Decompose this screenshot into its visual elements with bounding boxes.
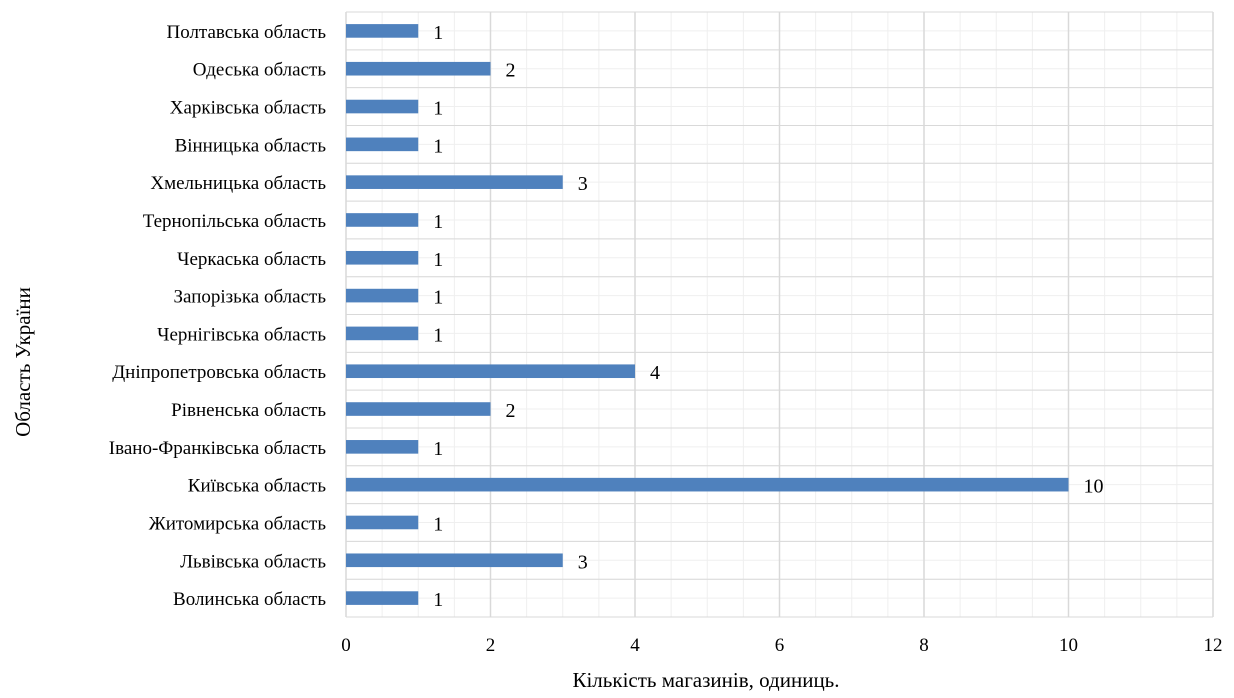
- bar: [346, 364, 635, 379]
- category-label: Чернігівська область: [157, 324, 326, 345]
- category-label: Черкаська область: [177, 249, 326, 270]
- data-label: 1: [433, 135, 443, 157]
- data-label: 2: [506, 400, 516, 422]
- category-label: Дніпропетровська область: [112, 362, 326, 383]
- data-label: 2: [506, 60, 516, 82]
- category-label: Волинська область: [173, 589, 326, 610]
- bar: [346, 477, 1069, 492]
- x-tick-label: 0: [341, 635, 351, 656]
- category-label: Рівненська область: [171, 400, 326, 421]
- bar: [346, 515, 419, 530]
- category-labels: Полтавська область Одеська область Харківс…: [109, 22, 327, 610]
- data-label: 4: [650, 362, 660, 384]
- data-label: 1: [433, 589, 443, 611]
- data-label: 3: [578, 173, 588, 195]
- x-axis-title: Кількість магазинів, одиниць.: [572, 668, 839, 692]
- data-label: 10: [1084, 476, 1104, 498]
- x-tick-labels: 0 2 4 6 8 10 12: [341, 635, 1222, 656]
- x-tick-label: 4: [630, 635, 640, 656]
- category-label: Тернопільська область: [143, 211, 327, 232]
- bar: [346, 553, 563, 568]
- data-label: 1: [433, 287, 443, 309]
- bar: [346, 288, 419, 303]
- category-label: Харківська область: [170, 98, 327, 119]
- data-labels: 1 2 1 1 3 1 1 1 1 4 2 1 10 1 3 1: [433, 22, 1103, 611]
- bar: [346, 440, 419, 454]
- bar: [346, 61, 491, 76]
- x-tick-label: 8: [919, 635, 929, 656]
- bar: [346, 137, 419, 152]
- category-label: Вінницька область: [175, 135, 327, 156]
- category-label: Житомирська область: [149, 513, 327, 534]
- bar: [346, 175, 563, 189]
- category-label: Полтавська область: [166, 22, 326, 43]
- data-label: 1: [433, 249, 443, 271]
- category-label: Київська область: [188, 476, 327, 497]
- data-label: 1: [433, 438, 443, 460]
- category-label: Львівська область: [180, 551, 326, 572]
- x-tick-label: 2: [486, 635, 496, 656]
- x-tick-label: 12: [1204, 635, 1223, 656]
- bar: [346, 250, 419, 265]
- data-label: 1: [433, 211, 443, 233]
- x-tick-label: 10: [1059, 635, 1078, 656]
- bar: [346, 99, 419, 114]
- y-axis-title: Область України: [11, 287, 35, 437]
- data-label: 1: [433, 98, 443, 120]
- bar: [346, 24, 419, 38]
- bar: [346, 402, 491, 416]
- category-label: Одеська область: [193, 60, 327, 81]
- data-label: 1: [433, 324, 443, 346]
- bar: [346, 326, 419, 341]
- bars: [346, 24, 1069, 605]
- category-label: Хмельницька область: [150, 173, 326, 194]
- category-label: Івано-Франківська область: [109, 438, 327, 459]
- bar: [346, 213, 419, 227]
- data-label: 3: [578, 551, 588, 573]
- grid: [345, 11, 1214, 618]
- data-label: 1: [433, 22, 443, 44]
- category-label: Запорізька область: [174, 287, 327, 308]
- bar: [346, 591, 419, 605]
- data-label: 1: [433, 513, 443, 535]
- x-tick-label: 6: [775, 635, 785, 656]
